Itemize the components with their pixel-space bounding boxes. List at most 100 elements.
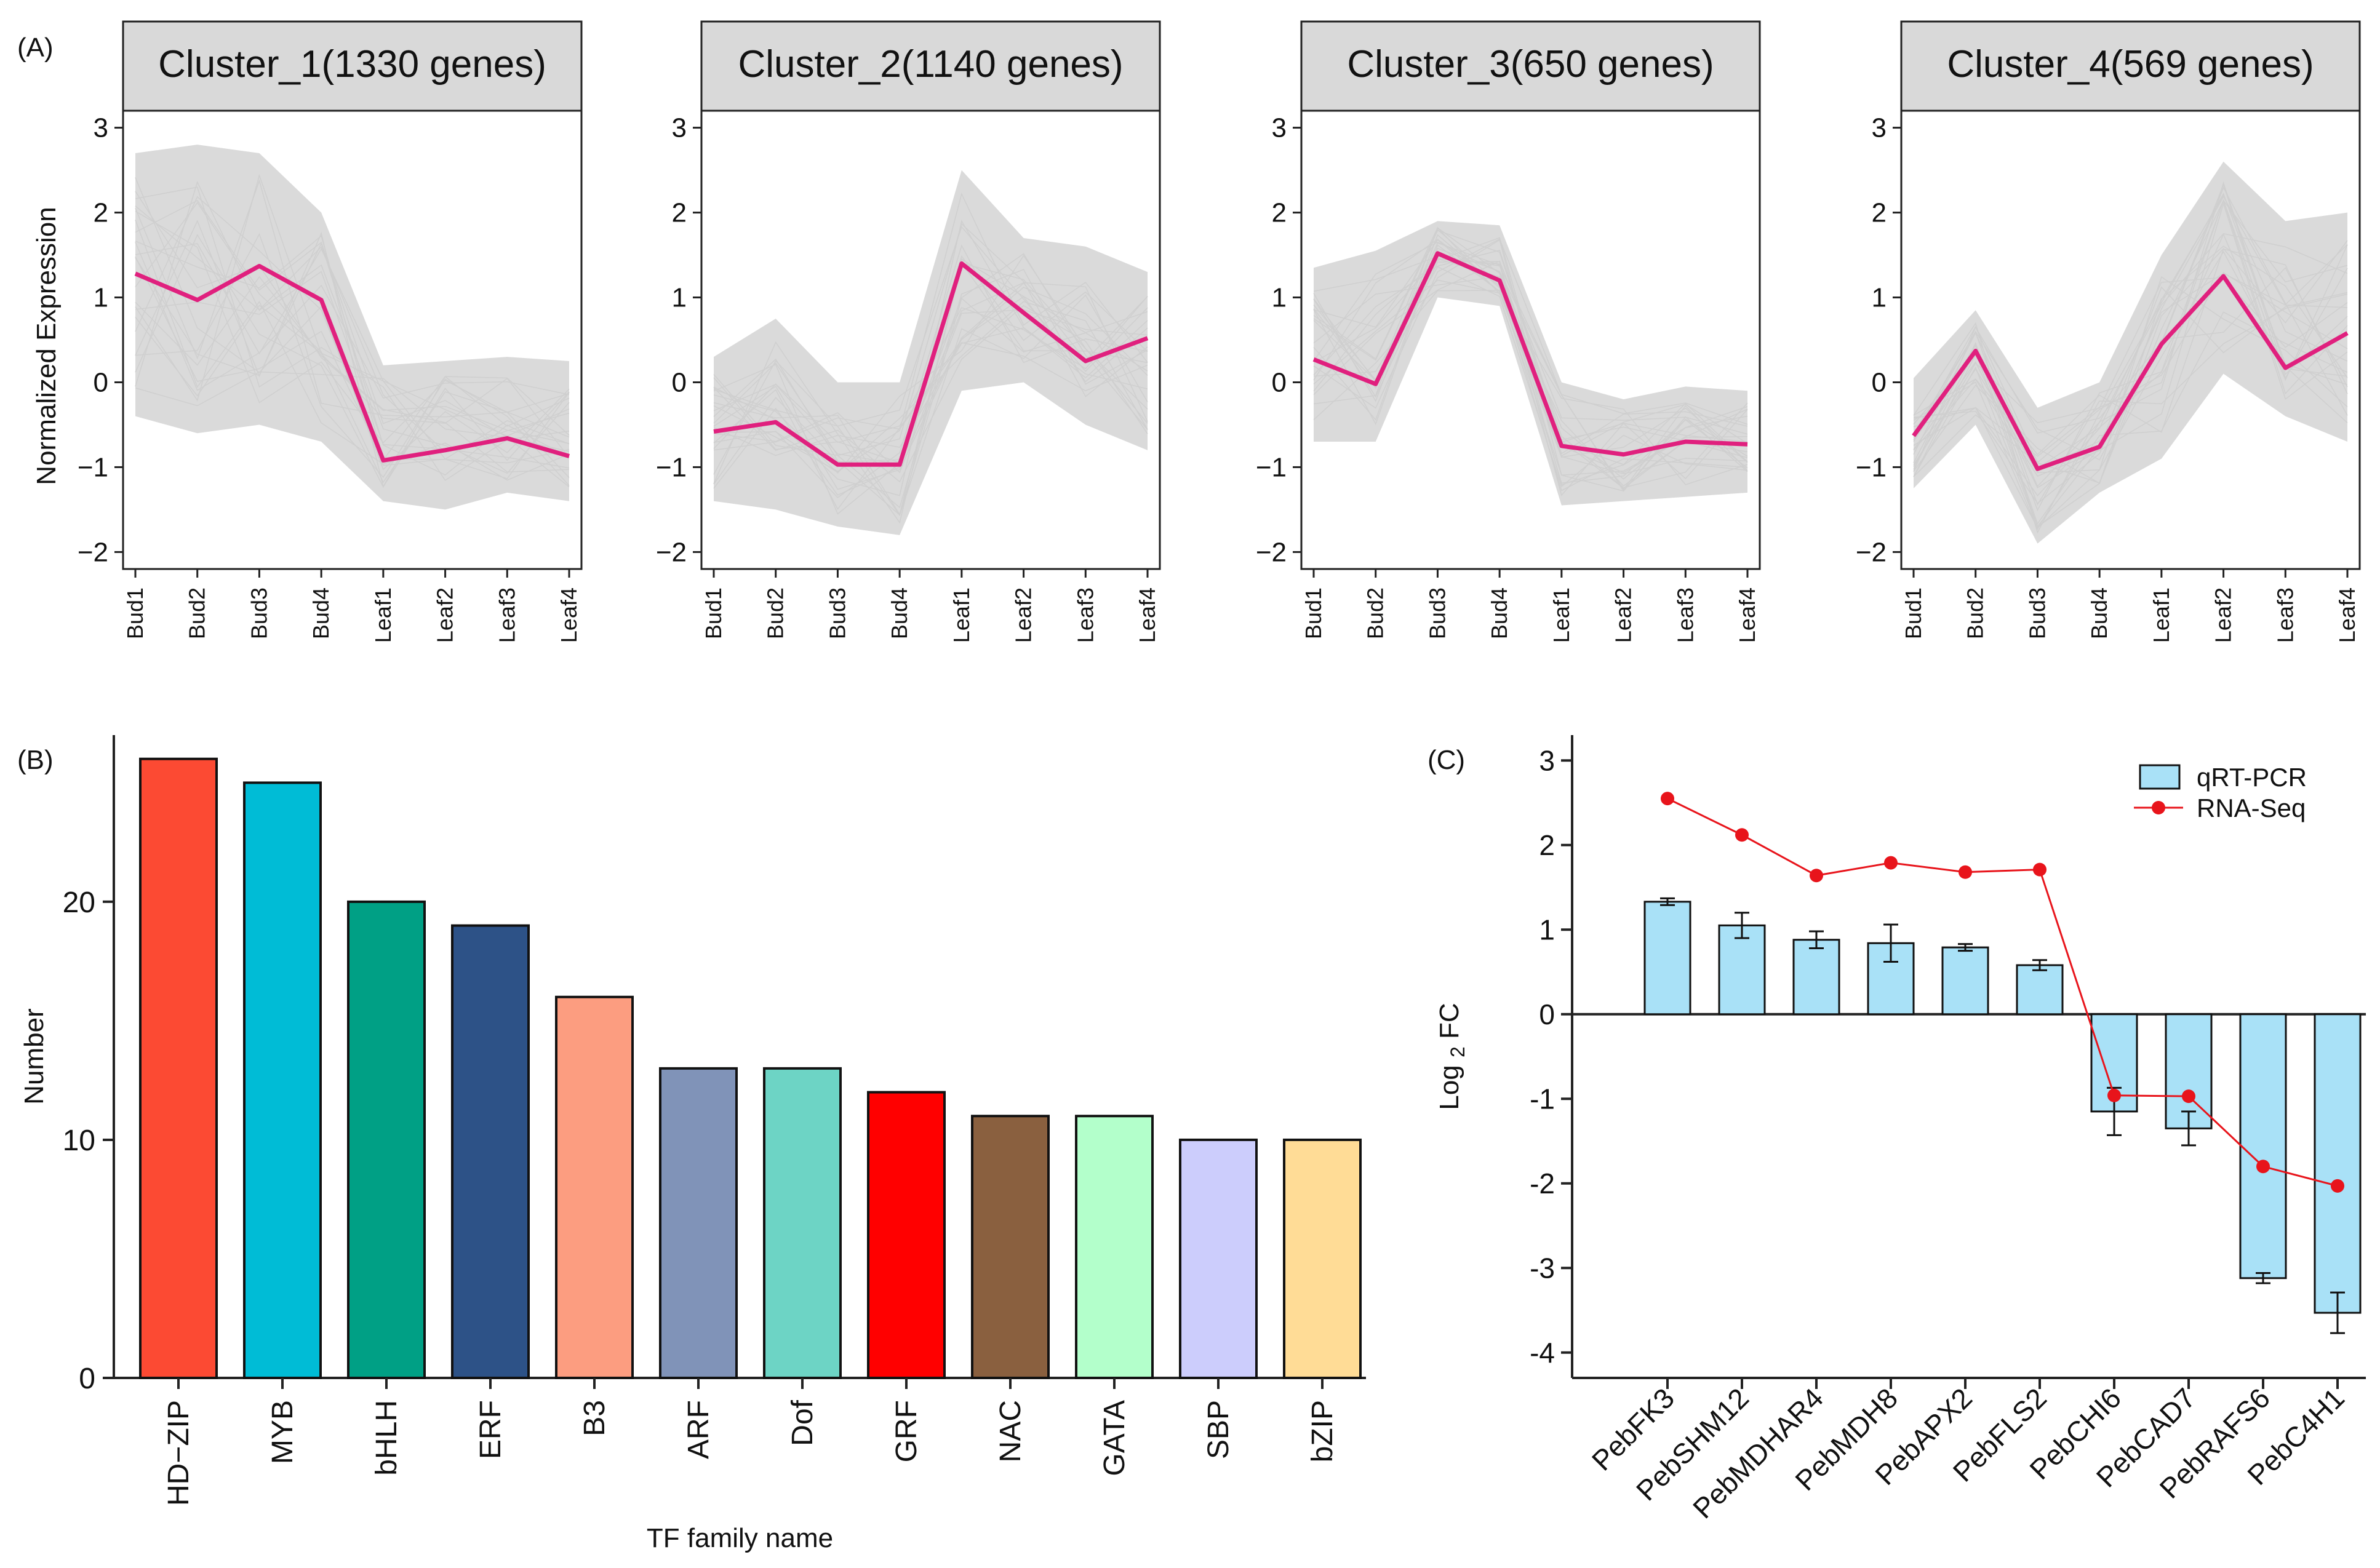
y-tick-label: −1 bbox=[1256, 452, 1287, 482]
qrt-bar bbox=[2239, 1013, 2287, 1279]
bar bbox=[659, 1067, 738, 1379]
gene-profile-line bbox=[713, 282, 1148, 485]
y-axis-label-suffix: FC bbox=[1434, 1003, 1464, 1046]
bar bbox=[347, 900, 426, 1379]
y-tick-label: 1 bbox=[1272, 283, 1287, 313]
x-tick-label: Bud3 bbox=[246, 587, 271, 639]
x-tick-label: bZIP bbox=[1306, 1400, 1339, 1462]
legend-swatch-rnaseq-point bbox=[2152, 801, 2165, 814]
y-axis-label: Log 2 FC bbox=[1434, 1003, 1469, 1110]
rnaseq-point bbox=[2107, 1088, 2121, 1102]
rnaseq-point bbox=[2256, 1160, 2270, 1174]
y-tick-label: −1 bbox=[1856, 452, 1887, 482]
cluster-strip bbox=[122, 20, 583, 112]
y-tick-label: 0 bbox=[79, 1363, 95, 1395]
y-tick-label: 2 bbox=[1272, 198, 1287, 228]
x-tick-label: B3 bbox=[578, 1400, 611, 1436]
x-tick-label: Leaf3 bbox=[2272, 587, 2298, 643]
x-tick-label: GATA bbox=[1098, 1400, 1131, 1476]
x-tick-label: Leaf2 bbox=[2211, 587, 2236, 643]
x-tick-label: Bud3 bbox=[2024, 587, 2050, 639]
legend-swatch-qrt bbox=[2139, 764, 2181, 790]
y-tick-label: 0 bbox=[1272, 367, 1287, 397]
gene-profile-line bbox=[1913, 311, 2348, 525]
x-tick-label: Bud1 bbox=[701, 587, 726, 639]
bar bbox=[243, 781, 322, 1379]
gene-profile-line bbox=[1313, 260, 1748, 435]
qrt-bar bbox=[2016, 964, 2064, 1016]
bar bbox=[555, 995, 634, 1379]
x-tick-label: Bud1 bbox=[122, 587, 148, 639]
y-tick-label: −2 bbox=[656, 537, 687, 567]
qrt-bar bbox=[1941, 946, 1989, 1016]
bar bbox=[1179, 1138, 1258, 1380]
y-tick-label: 0 bbox=[94, 367, 108, 397]
y-tick-label: −2 bbox=[1856, 537, 1887, 567]
gene-profile-line bbox=[1313, 256, 1748, 425]
rnaseq-point bbox=[2331, 1179, 2344, 1193]
rnaseq-point bbox=[2033, 862, 2047, 877]
gene-profile-line bbox=[713, 294, 1148, 517]
x-tick-label: Leaf4 bbox=[1135, 587, 1160, 643]
y-tick-label: 3 bbox=[1539, 744, 1555, 776]
gene-profile-line bbox=[713, 269, 1148, 509]
y-tick-label: 2 bbox=[1539, 829, 1555, 861]
gene-profile-line bbox=[1913, 196, 2348, 504]
gene-profile-line bbox=[713, 223, 1148, 456]
plot-frame bbox=[1300, 109, 1761, 570]
y-tick-label: −1 bbox=[78, 452, 108, 482]
panel-label-c: (C) bbox=[1428, 745, 1465, 775]
gene-profile-line bbox=[135, 200, 570, 488]
gene-profile-line bbox=[713, 297, 1148, 516]
plot-frame bbox=[700, 109, 1161, 570]
y-tick-label: 2 bbox=[94, 198, 108, 228]
y-tick-label: 20 bbox=[63, 886, 95, 919]
gene-profile-line bbox=[713, 226, 1148, 427]
cluster-title: Cluster_1(1330 genes) bbox=[158, 43, 546, 86]
gene-profile-line bbox=[1913, 193, 2348, 534]
gene-profile-line bbox=[713, 287, 1148, 511]
x-tick-label: MYB bbox=[266, 1400, 299, 1464]
gene-profile-line bbox=[1913, 276, 2348, 474]
y-tick-label: 3 bbox=[94, 113, 108, 143]
x-tick-label: Leaf2 bbox=[1011, 587, 1036, 643]
x-tick-label: Bud3 bbox=[1424, 587, 1450, 639]
y-tick-label: 3 bbox=[1272, 113, 1287, 143]
x-tick-label: Bud2 bbox=[1963, 587, 1988, 639]
panel-label-a: (A) bbox=[17, 33, 54, 63]
gene-profile-line bbox=[135, 177, 570, 471]
qpcr-rnaseq-chart: 3210-1-2-3-4PebFK3PebSHM12PebMDHAR4PebMD… bbox=[1434, 735, 2366, 1524]
rnaseq-point bbox=[1959, 865, 1972, 879]
gene-profile-line bbox=[135, 242, 570, 399]
gene-profile-line bbox=[1913, 293, 2348, 506]
gene-profile-line bbox=[135, 243, 570, 460]
cluster-title: Cluster_4(569 genes) bbox=[1947, 43, 2314, 86]
y-tick-label: −2 bbox=[1256, 537, 1287, 567]
bar bbox=[1283, 1138, 1362, 1380]
y-tick-label: −1 bbox=[656, 452, 687, 482]
x-tick-label: Leaf1 bbox=[1549, 587, 1574, 643]
y-tick-label: 0 bbox=[1872, 367, 1887, 397]
x-tick-label: Bud1 bbox=[1901, 587, 1926, 639]
cluster-strip bbox=[700, 20, 1161, 112]
y-axis-label: Normalized Expression bbox=[31, 207, 62, 485]
cluster-title: Cluster_3(650 genes) bbox=[1347, 43, 1714, 86]
gene-profile-line bbox=[135, 220, 570, 488]
bar bbox=[867, 1091, 946, 1379]
gene-profile-band bbox=[135, 145, 569, 510]
x-tick-label: Leaf4 bbox=[556, 587, 581, 643]
gene-profile-line bbox=[713, 193, 1148, 472]
x-axis-label: TF family name bbox=[647, 1523, 833, 1553]
qrt-bar bbox=[1643, 901, 1691, 1016]
gene-profile-line bbox=[135, 234, 570, 488]
y-tick-label: 10 bbox=[63, 1124, 95, 1157]
gene-profile-line bbox=[135, 256, 570, 461]
gene-profile-line bbox=[1313, 247, 1748, 492]
y-tick-label: 3 bbox=[672, 113, 687, 143]
y-tick-label: -4 bbox=[1530, 1337, 1555, 1369]
cluster-plot-2: Cluster_2(1140 genes) 3 2 1 0 −1 −2 Bud1 Bud2 Bud… bbox=[656, 20, 1161, 643]
gene-profile-line bbox=[1313, 290, 1748, 491]
y-axis-label-sub: 2 bbox=[1447, 1046, 1469, 1057]
x-tick-label: Bud1 bbox=[1301, 587, 1326, 639]
